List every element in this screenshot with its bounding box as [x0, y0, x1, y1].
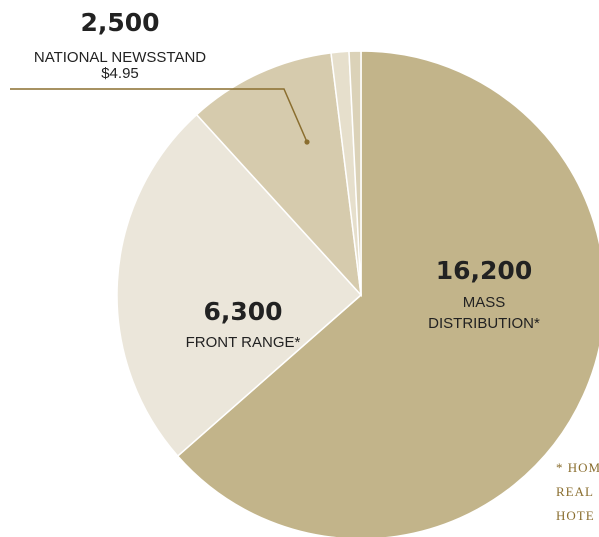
- national-newsstand-label-line1: NATIONAL NEWSSTAND: [34, 49, 206, 66]
- mass-distribution-label-line2: DISTRIBUTION*: [428, 315, 540, 332]
- slice-front-range: [116, 113, 363, 458]
- newsstand-leader-line: [10, 88, 308, 143]
- footnote-line3: HOTE: [556, 508, 595, 523]
- mass-distribution-value: 16,200: [436, 256, 532, 285]
- footnote-line1: * HOM: [556, 460, 599, 475]
- national-newsstand-value: 2,500: [80, 8, 159, 37]
- pie-slices: [116, 50, 599, 537]
- mass-distribution-label-line1: MASS: [463, 294, 506, 311]
- slice-mass-distribution: [176, 50, 599, 537]
- front-range-value: 6,300: [203, 297, 282, 326]
- newsstand-leader-dot: [304, 139, 310, 145]
- slice-national-newsstand: [195, 52, 363, 298]
- footnote-line2: REAL: [556, 484, 594, 499]
- slice-other-2: [348, 50, 362, 296]
- national-newsstand-label-line2: $4.95: [101, 65, 139, 82]
- front-range-label: FRONT RANGE*: [186, 334, 301, 351]
